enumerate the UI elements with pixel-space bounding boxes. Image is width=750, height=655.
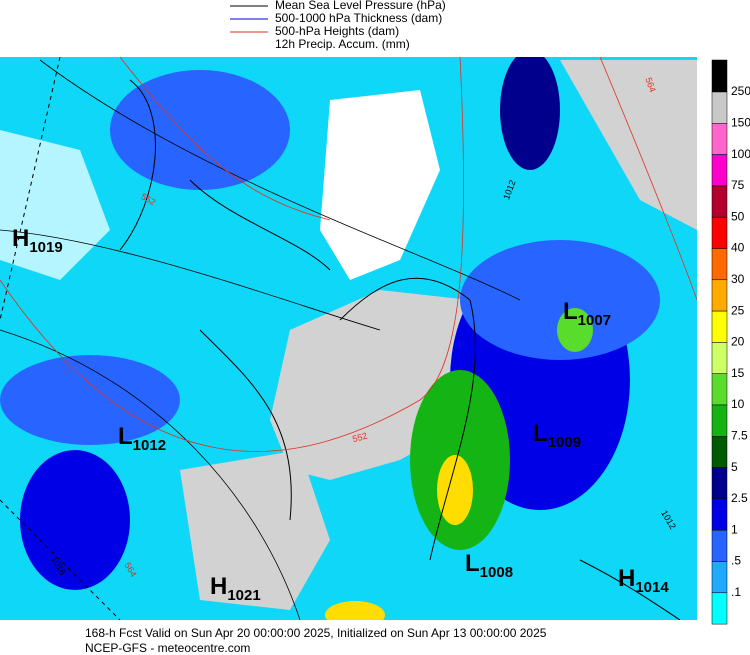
colorbar-label: 150: [731, 115, 750, 129]
thickness-contour: [0, 57, 121, 620]
colorbar-swatch: [711, 248, 728, 281]
precip-core: [557, 308, 593, 352]
footer-line: 168-h Fcst Valid on Sun Apr 20 00:00:00 …: [85, 626, 547, 640]
pressure-center: L1009: [533, 420, 581, 451]
height-contour: [0, 57, 697, 452]
colorbar-label: 5: [731, 460, 738, 474]
center-letter: L: [465, 550, 480, 577]
legend-label: Mean Sea Level Pressure (hPa): [275, 0, 446, 12]
colorbar-label: 50: [731, 209, 745, 223]
isobar: [0, 59, 521, 620]
colorbar-label: 20: [731, 335, 745, 349]
colorbar-swatch: [711, 279, 728, 312]
pressure-center: H1019: [12, 225, 63, 256]
colorbar-label: 250: [731, 84, 750, 98]
pressure-center: L1007: [563, 298, 611, 329]
center-value: 1014: [635, 579, 669, 596]
colorbar-swatch: [711, 436, 728, 468]
precip-core: [437, 455, 473, 525]
coastline: [119, 79, 681, 620]
center-value: 1021: [227, 587, 260, 604]
contour-label: 552: [351, 431, 368, 445]
precip-band: [110, 70, 290, 190]
colorbar-label: 7.5: [731, 428, 748, 442]
colorbar-swatch: [711, 123, 728, 155]
precip-core: [500, 57, 560, 170]
no-precip: [320, 90, 440, 280]
colorbar-swatch: [711, 373, 728, 406]
colorbar-label: 1: [731, 522, 738, 536]
legend-label: 500-1000 hPa Thickness (dam): [275, 11, 442, 25]
land-dry: [560, 60, 697, 230]
colorbar-swatch: [711, 404, 728, 437]
colorbar-swatch: [711, 467, 728, 500]
map: [0, 57, 697, 620]
pressure-center: H1014: [618, 565, 669, 596]
colorbar-swatch: [711, 59, 728, 93]
center-value: 1012: [133, 437, 166, 454]
center-letter: H: [210, 573, 227, 600]
colorbar-swatch: [711, 91, 728, 124]
precip-band: [0, 355, 180, 445]
colorbar-swatch: [711, 185, 728, 218]
colorbar-label: 15: [731, 366, 745, 380]
center-letter: L: [563, 298, 578, 325]
center-letter: H: [618, 565, 635, 592]
colorbar: 250 150 100 75 50 40 30 25 20 15 10 7.5 5 2.5 1 .5 .1: [711, 59, 750, 625]
colorbar-swatch: [711, 561, 728, 594]
colorbar-label: 75: [731, 178, 745, 192]
colorbar-swatch: [711, 154, 728, 187]
precip-core: [325, 601, 385, 620]
colorbar-label: .5: [731, 554, 741, 568]
colorbar-label: 10: [731, 397, 745, 411]
pressure-center: H1021: [210, 573, 261, 604]
precip-band: [460, 240, 660, 360]
center-value: 1007: [578, 312, 611, 329]
colorbar-label: 40: [731, 241, 745, 255]
colorbar-swatch: [711, 529, 728, 562]
center-value: 1009: [548, 434, 581, 451]
center-value: 1019: [29, 239, 62, 256]
colorbar-swatch: [711, 592, 728, 625]
precip-band: [20, 450, 130, 590]
colorbar-label: 2.5: [731, 491, 748, 505]
pressure-center: L1008: [465, 550, 513, 581]
colorbar-label: 100: [731, 147, 750, 161]
colorbar-label: .1: [731, 585, 741, 599]
center-letter: L: [533, 420, 548, 447]
colorbar-swatch: [711, 216, 728, 249]
legend: Mean Sea Level Pressure (hPa)500-1000 hP…: [230, 0, 446, 51]
legend-label: 500-hPa Heights (dam): [275, 24, 399, 38]
colorbar-swatch: [711, 310, 728, 343]
colorbar-label: 30: [731, 272, 745, 286]
colorbar-swatch: [711, 498, 728, 531]
legend-label: 12h Precip. Accum. (mm): [275, 37, 410, 51]
colorbar-swatch: [711, 342, 728, 374]
center-letter: H: [12, 225, 29, 252]
pressure-center: L1012: [118, 423, 166, 454]
contour-label: 564: [643, 76, 658, 94]
land-dry: [180, 450, 330, 610]
center-value: 1008: [480, 564, 513, 581]
colorbar-label: 25: [731, 303, 745, 317]
footer-line: NCEP-GFS - meteocentre.com: [85, 641, 250, 655]
center-letter: L: [118, 423, 133, 450]
